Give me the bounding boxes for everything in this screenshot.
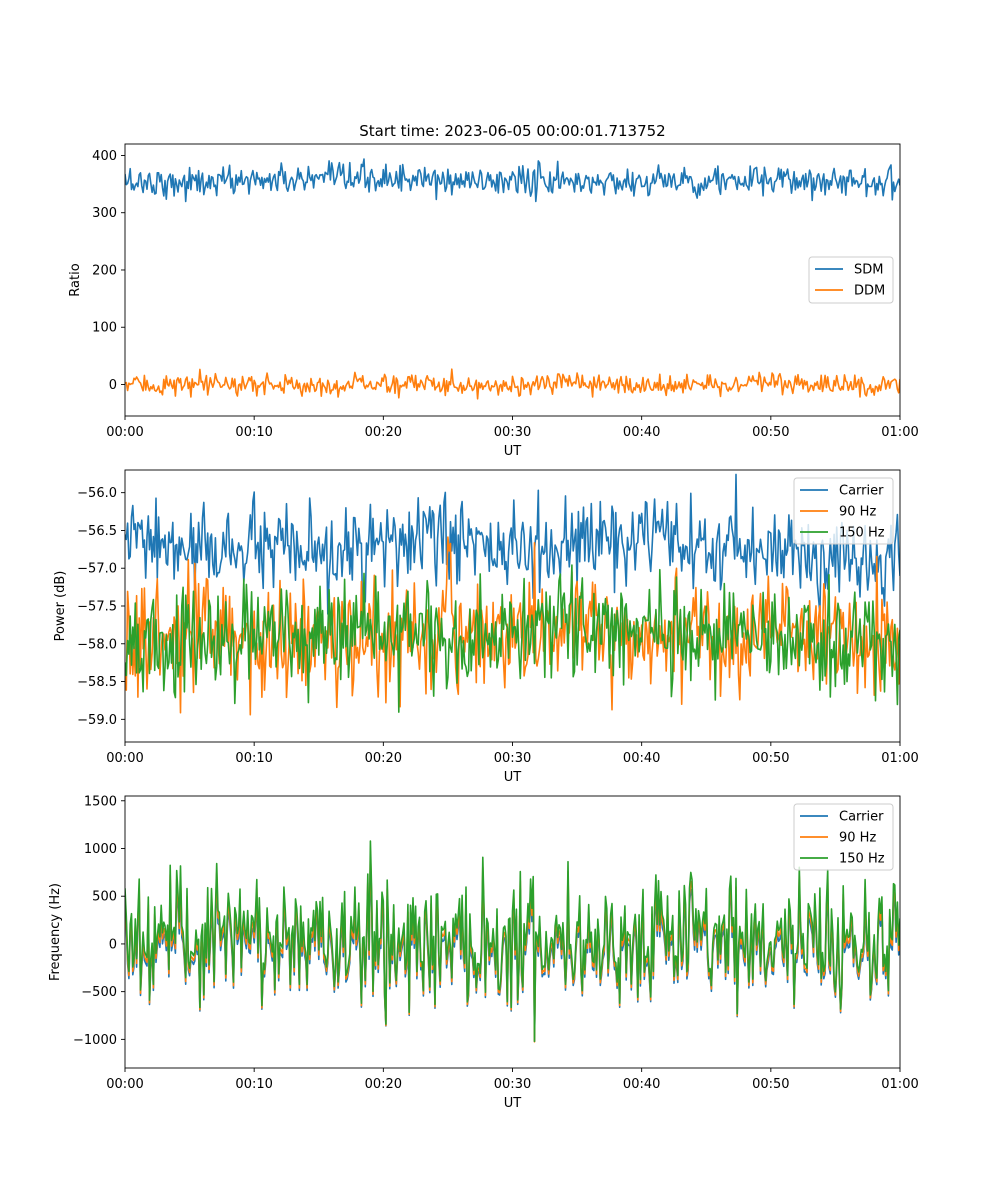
- y-tick-label: −56.5: [77, 524, 117, 539]
- series-line-ddm: [125, 368, 900, 400]
- legend-label: 150 Hz: [839, 852, 885, 867]
- legend-label: 90 Hz: [839, 505, 876, 520]
- legend: Carrier 90 Hz 150 Hz: [793, 803, 894, 871]
- legend-label: Carrier: [839, 810, 884, 825]
- legend-label: 150 Hz: [839, 526, 885, 541]
- x-tick-label: 00:20: [365, 1077, 402, 1092]
- x-tick-label: 00:00: [106, 425, 143, 440]
- x-tick-label: 00:50: [752, 1077, 789, 1092]
- figure-title: Start time: 2023-06-05 00:00:01.713752: [359, 122, 665, 140]
- x-tick-label: 00:10: [235, 425, 272, 440]
- legend: Carrier 90 Hz 150 Hz: [793, 477, 894, 545]
- y-tick-label: 500: [92, 890, 117, 905]
- x-tick-label: 00:00: [106, 1077, 143, 1092]
- x-tick-label: 00:10: [235, 751, 272, 766]
- x-tick-label: 01:00: [881, 425, 918, 440]
- y-tick-label: −58.5: [77, 675, 117, 690]
- x-tick-label: 00:40: [623, 425, 660, 440]
- series-line-150-hz: [125, 840, 900, 1042]
- y-tick-label: 1000: [84, 842, 117, 857]
- y-tick-label: 400: [92, 149, 117, 164]
- x-tick-label: 01:00: [881, 751, 918, 766]
- y-tick-label: 100: [92, 321, 117, 336]
- x-tick-label: 00:10: [235, 1077, 272, 1092]
- series-line-150-hz: [125, 564, 900, 713]
- y-tick-label: 0: [109, 378, 117, 393]
- y-axis-label: Power (dB): [53, 571, 68, 642]
- y-tick-label: −500: [81, 985, 117, 1000]
- x-tick-label: 00:30: [494, 751, 531, 766]
- y-tick-label: −56.0: [77, 486, 117, 501]
- x-tick-label: 00:20: [365, 425, 402, 440]
- x-axis-label: UT: [504, 444, 522, 459]
- y-tick-label: −57.0: [77, 562, 117, 577]
- x-tick-label: 00:40: [623, 751, 660, 766]
- y-tick-label: 1500: [84, 794, 117, 809]
- x-tick-label: 00:20: [365, 751, 402, 766]
- y-tick-label: −1000: [73, 1033, 117, 1048]
- x-tick-label: 00:00: [106, 751, 143, 766]
- y-tick-label: −57.5: [77, 600, 117, 615]
- legend-label: DDM: [854, 284, 885, 299]
- panels: 00:00 00:10 00:20 00:30 00:40 00:50 01:00 0 100 2…: [48, 143, 919, 1111]
- y-tick-label: 0: [109, 937, 117, 952]
- x-tick-label: 00:30: [494, 1077, 531, 1092]
- series-line-sdm: [125, 158, 900, 203]
- x-tick-label: 01:00: [881, 1077, 918, 1092]
- legend-label: Carrier: [839, 484, 884, 499]
- legend-label: 90 Hz: [839, 831, 876, 846]
- x-tick-label: 00:30: [494, 425, 531, 440]
- y-axis-label: Frequency (Hz): [48, 883, 63, 981]
- x-axis-label: UT: [504, 770, 522, 785]
- legend: SDM DDM: [808, 256, 894, 304]
- panel-3: 00:00 00:10 00:20 00:30 00:40 00:50 01:00 −1000…: [48, 794, 919, 1111]
- panel-2: 00:00 00:10 00:20 00:30 00:40 00:50 01:00 −59.0…: [53, 469, 919, 785]
- x-tick-label: 00:40: [623, 1077, 660, 1092]
- legend-box: [793, 477, 894, 545]
- legend-label: SDM: [854, 263, 883, 278]
- panel-1: 00:00 00:10 00:20 00:30 00:40 00:50 01:00 0 100 2…: [68, 143, 919, 459]
- y-tick-label: 300: [92, 206, 117, 221]
- y-tick-label: −58.0: [77, 637, 117, 652]
- y-axis-label: Ratio: [68, 263, 83, 296]
- x-tick-label: 00:50: [752, 751, 789, 766]
- legend-box: [793, 803, 894, 871]
- y-tick-label: 200: [92, 263, 117, 278]
- y-tick-label: −59.0: [77, 713, 117, 728]
- x-axis-label: UT: [504, 1096, 522, 1111]
- x-tick-label: 00:50: [752, 425, 789, 440]
- series-line-carrier: [125, 473, 900, 618]
